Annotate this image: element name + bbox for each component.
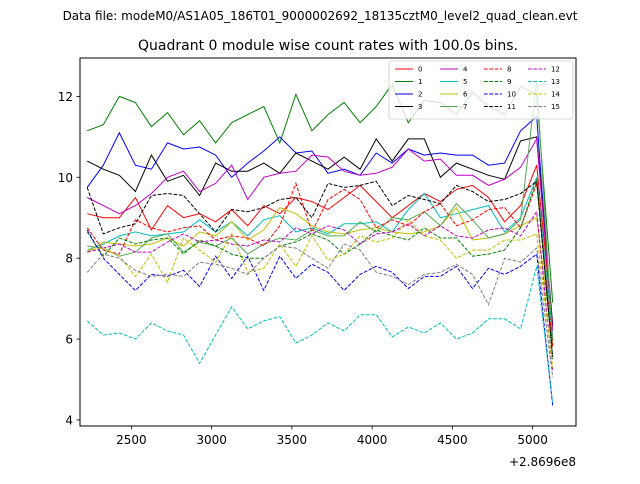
series-line-12: [87, 210, 554, 372]
series-line-15: [86, 243, 554, 378]
legend-box: [388, 60, 574, 120]
series-line-14: [87, 219, 554, 368]
series-line-6: [86, 206, 554, 346]
series-line-13: [86, 266, 554, 404]
legend-label-13: 13: [551, 78, 560, 86]
y-tick-label: 12: [58, 90, 73, 104]
series-line-8: [86, 181, 554, 348]
legend-label-6: 6: [463, 91, 468, 99]
legend-label-10: 10: [507, 91, 516, 99]
x-tick-label: 5000: [517, 433, 548, 447]
x-tick-label: 3000: [196, 433, 227, 447]
legend-label-2: 2: [418, 91, 422, 99]
axis-layer: 2500 3000 3500 4000 4500 5000 4 6 8 10 12: [58, 90, 548, 447]
series-line-7: [87, 80, 554, 344]
legend-label-9: 9: [507, 78, 511, 86]
series-line-10: [86, 229, 554, 406]
x-tick-label: 3500: [277, 433, 308, 447]
series-line-11: [86, 180, 554, 358]
x-tick-label: 2500: [116, 433, 147, 447]
legend-label-8: 8: [507, 66, 511, 74]
legend-label-4: 4: [463, 66, 468, 74]
legend-label-5: 5: [463, 78, 467, 86]
y-tick-label: 4: [65, 413, 73, 427]
series-layer: [86, 80, 554, 406]
series-line-9: [86, 179, 554, 360]
chart-title: Quadrant 0 module wise count rates with …: [138, 38, 518, 54]
legend-label-14: 14: [551, 91, 560, 99]
plot-frame: [79, 57, 577, 427]
series-line-3: [86, 136, 554, 325]
legend-label-7: 7: [463, 103, 467, 111]
y-tick-label: 6: [65, 333, 73, 347]
y-tick-label: 8: [65, 252, 73, 266]
legend-label-15: 15: [551, 103, 560, 111]
legend-label-1: 1: [418, 78, 422, 86]
x-offset-label: +2.8696e8: [509, 455, 576, 469]
legend-label-0: 0: [418, 66, 422, 74]
legend-label-12: 12: [551, 66, 560, 74]
x-tick-label: 4500: [437, 433, 468, 447]
series-line-2: [86, 115, 554, 340]
y-tick-label: 10: [58, 171, 73, 185]
suptitle: Data file: modeM0/AS1A05_186T01_90000026…: [63, 9, 578, 23]
x-tick-label: 4000: [357, 433, 388, 447]
legend-label-11: 11: [507, 103, 516, 111]
legend-label-3: 3: [418, 103, 422, 111]
series-line-4: [86, 137, 554, 332]
series-line-0: [87, 165, 554, 327]
